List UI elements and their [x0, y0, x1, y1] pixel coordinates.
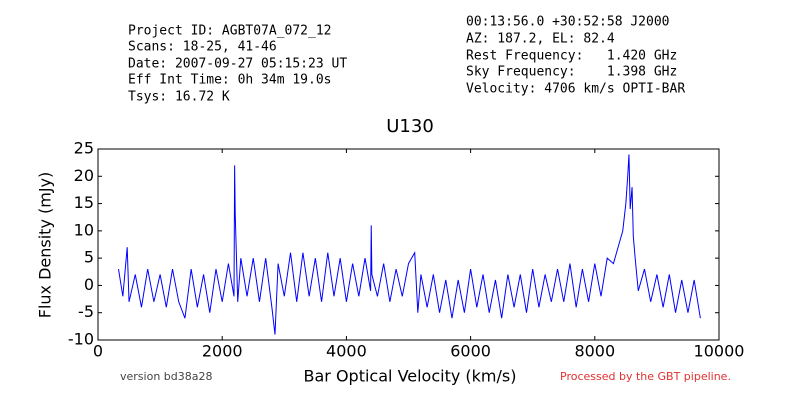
header-right: 00:13:56.0 +30:52:58 J2000 AZ: 187.2, EL… — [466, 15, 685, 97]
pipeline-note: Processed by the GBT pipeline. — [560, 370, 731, 383]
header-line: 00:13:56.0 +30:52:58 J2000 — [466, 15, 670, 30]
y-tick-label: 5 — [84, 248, 94, 267]
x-tick-label: 8000 — [574, 342, 615, 361]
chart-title: U130 — [386, 116, 434, 137]
header-left: Project ID: AGBT07A_072_12 Scans: 18-25,… — [128, 24, 347, 105]
x-tick-label: 6000 — [450, 342, 491, 361]
header-line: Tsys: 16.72 K — [128, 90, 230, 105]
x-tick-label: 4000 — [326, 342, 367, 361]
header-line: Date: 2007-09-27 05:15:23 UT — [128, 57, 347, 72]
y-tick-label: -10 — [68, 330, 94, 349]
header-line: Sky Frequency: 1.398 GHz — [466, 65, 677, 80]
x-axis-label: Bar Optical Velocity (km/s) — [304, 367, 517, 386]
data-line — [117, 154, 701, 335]
y-tick-label: 25 — [74, 139, 94, 158]
y-axis-label: Flux Density (mJy) — [36, 172, 55, 319]
header-line: Project ID: AGBT07A_072_12 — [128, 24, 332, 39]
plot-frame — [97, 148, 720, 341]
header-line: Rest Frequency: 1.420 GHz — [466, 49, 677, 64]
header-line: Eff Int Time: 0h 34m 19.0s — [128, 73, 332, 88]
x-tick-label: 0 — [93, 342, 103, 361]
y-tick-label: 0 — [84, 275, 94, 294]
y-tick-label: -5 — [78, 302, 94, 321]
header-line: AZ: 187.2, EL: 82.4 — [466, 32, 615, 47]
header-line: Velocity: 4706 km/s OPTI-BAR — [466, 82, 685, 97]
version-note: version bd38a28 — [120, 370, 213, 383]
x-tick-label: 2000 — [202, 342, 243, 361]
y-tick-label: 20 — [74, 166, 94, 185]
header-line: Scans: 18-25, 41-46 — [128, 40, 277, 55]
y-tick-label: 10 — [74, 220, 94, 239]
y-tick-label: 15 — [74, 193, 94, 212]
x-tick-label: 10000 — [694, 342, 745, 361]
